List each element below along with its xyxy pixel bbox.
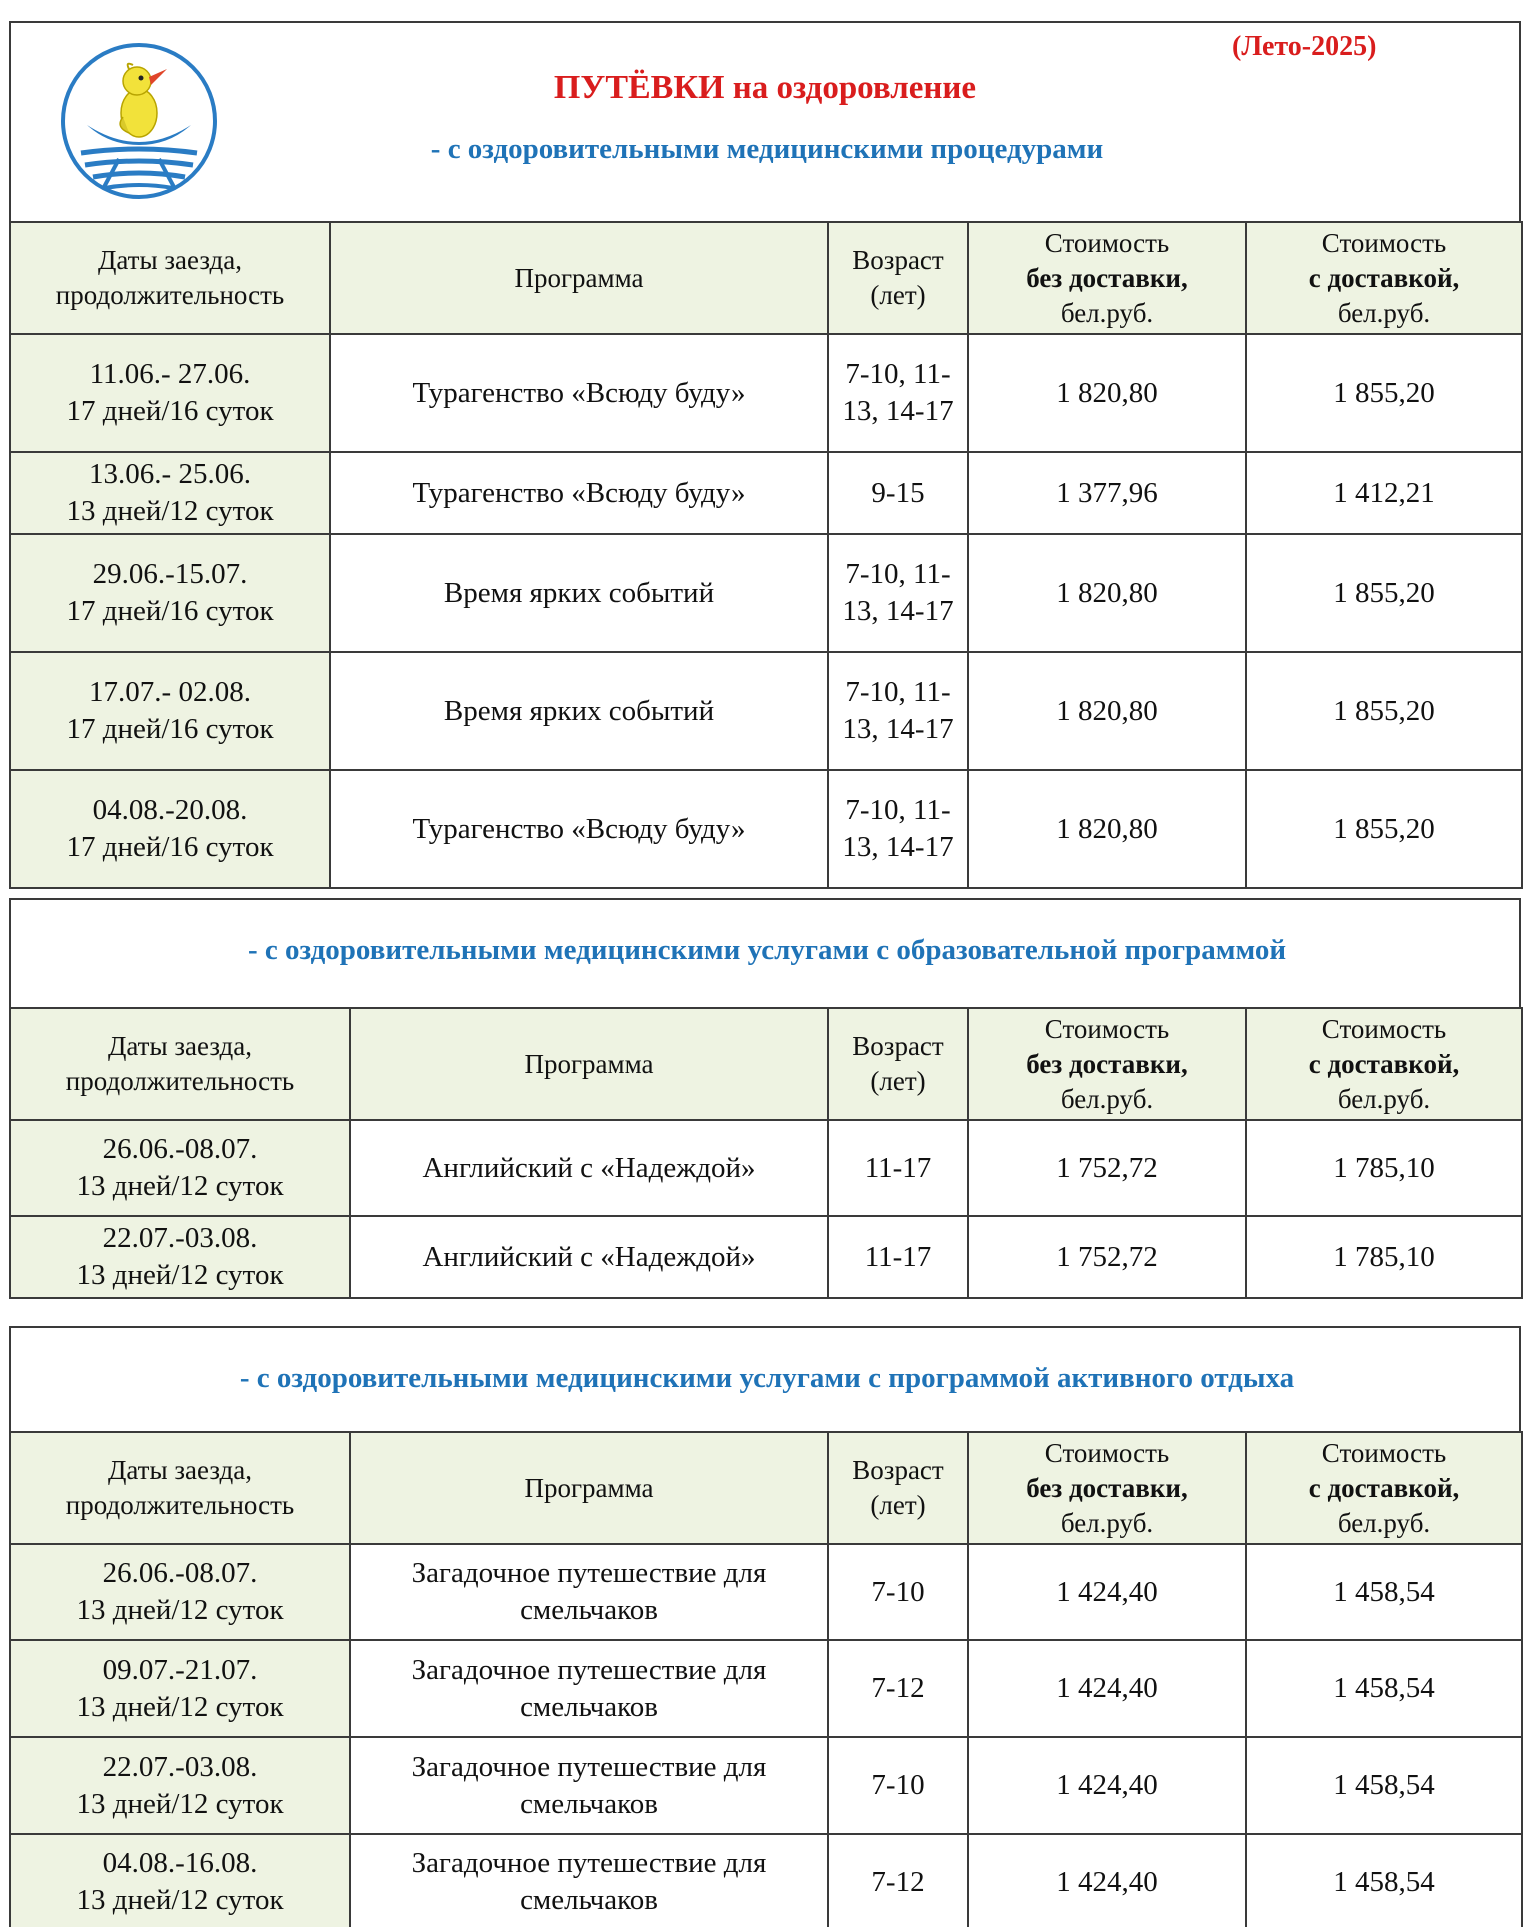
age-cell: 7-10, 11-13, 14-17 xyxy=(827,533,969,653)
col-age-header: Возраст (лет) xyxy=(827,1007,969,1121)
price-no-delivery-cell: 1 752,72 xyxy=(967,1215,1247,1299)
col-price-delivery-header: Стоимость с доставкой, бел.руб. xyxy=(1245,1007,1523,1121)
price-no-delivery-cell: 1 424,40 xyxy=(967,1833,1247,1927)
program-cell: Загадочное путешествие для смельчаков xyxy=(349,1736,829,1835)
table-education: Даты заезда, продолжительность Программа… xyxy=(9,1007,1523,1299)
price-delivery-cell: 1 855,20 xyxy=(1245,333,1523,453)
table-header-row: Даты заезда, продолжительность Программа… xyxy=(9,221,1523,335)
program-cell: Английский с «Надеждой» xyxy=(349,1215,829,1299)
col-price-no-delivery-header: Стоимость без доставки, бел.руб. xyxy=(967,221,1247,335)
dates-cell: 11.06.- 27.06. 17 дней/16 суток xyxy=(9,333,331,453)
bird-in-boat-logo-icon xyxy=(61,43,217,199)
price-delivery-cell: 1 785,10 xyxy=(1245,1215,1523,1299)
dates-cell: 13.06.- 25.06. 13 дней/12 суток xyxy=(9,451,331,535)
section-1-title: - с оздоровительными медицинскими процед… xyxy=(430,133,1104,165)
section-2-title: - с оздоровительными медицинскими услуга… xyxy=(247,934,1287,966)
table-header-row: Даты заезда, продолжительность Программа… xyxy=(9,1431,1523,1545)
col-price-no-delivery-header: Стоимость без доставки, бел.руб. xyxy=(967,1431,1247,1545)
col-dates-header: Даты заезда, продолжительность xyxy=(9,1007,351,1121)
section-3-title: - с оздоровительными медицинскими услуга… xyxy=(239,1362,1295,1394)
price-delivery-cell: 1 412,21 xyxy=(1245,451,1523,535)
price-no-delivery-cell: 1 820,80 xyxy=(967,333,1247,453)
dates-cell: 09.07.-21.07. 13 дней/12 суток xyxy=(9,1639,351,1738)
table-row: 29.06.-15.07. 17 дней/16 суток Время ярки… xyxy=(9,533,1523,653)
table-header-row: Даты заезда, продолжительность Программа… xyxy=(9,1007,1523,1121)
table-row: 17.07.- 02.08. 17 дней/16 суток Время ярк… xyxy=(9,651,1523,771)
price-delivery-cell: 1 855,20 xyxy=(1245,533,1523,653)
age-cell: 7-12 xyxy=(827,1639,969,1738)
table-row: 13.06.- 25.06. 13 дней/12 суток Турагенст… xyxy=(9,451,1523,535)
table-row: 04.08.-20.08. 17 дней/16 суток Турагенств… xyxy=(9,769,1523,889)
price-delivery-cell: 1 785,10 xyxy=(1245,1119,1523,1217)
table-row: 26.06.-08.07. 13 дней/12 суток Английский… xyxy=(9,1119,1523,1217)
age-cell: 11-17 xyxy=(827,1215,969,1299)
col-price-delivery-header: Стоимость с доставкой, бел.руб. xyxy=(1245,221,1523,335)
program-cell: Загадочное путешествие для смельчаков xyxy=(349,1639,829,1738)
price-delivery-cell: 1 458,54 xyxy=(1245,1833,1523,1927)
price-no-delivery-cell: 1 820,80 xyxy=(967,651,1247,771)
program-cell: Английский с «Надеждой» xyxy=(349,1119,829,1217)
dates-cell: 17.07.- 02.08. 17 дней/16 суток xyxy=(9,651,331,771)
dates-cell: 22.07.-03.08. 13 дней/12 суток xyxy=(9,1215,351,1299)
table-row: 11.06.- 27.06. 17 дней/16 суток Турагенст… xyxy=(9,333,1523,453)
table-row: 22.07.-03.08. 13 дней/12 суток Загадочное… xyxy=(9,1736,1523,1835)
price-no-delivery-cell: 1 424,40 xyxy=(967,1543,1247,1641)
price-no-delivery-cell: 1 424,40 xyxy=(967,1736,1247,1835)
section-2-header: - с оздоровительными медицинскими услуга… xyxy=(9,898,1521,1008)
col-price-no-delivery-header: Стоимость без доставки, бел.руб. xyxy=(967,1007,1247,1121)
page-title-rest: на оздоровление xyxy=(724,70,977,106)
page-title: ПУТЁВКИ на оздоровление xyxy=(11,69,1519,107)
season-label: (Лето-2025) xyxy=(1232,31,1377,62)
table-row: 26.06.-08.07. 13 дней/12 суток Загадочное… xyxy=(9,1543,1523,1641)
age-cell: 7-10 xyxy=(827,1543,969,1641)
dates-cell: 04.08.-20.08. 17 дней/16 суток xyxy=(9,769,331,889)
price-no-delivery-cell: 1 377,96 xyxy=(967,451,1247,535)
age-cell: 7-12 xyxy=(827,1833,969,1927)
program-cell: Загадочное путешествие для смельчаков xyxy=(349,1833,829,1927)
col-price-delivery-header: Стоимость с доставкой, бел.руб. xyxy=(1245,1431,1523,1545)
dates-cell: 29.06.-15.07. 17 дней/16 суток xyxy=(9,533,331,653)
dates-cell: 26.06.-08.07. 13 дней/12 суток xyxy=(9,1119,351,1217)
age-cell: 7-10, 11-13, 14-17 xyxy=(827,333,969,453)
price-no-delivery-cell: 1 820,80 xyxy=(967,533,1247,653)
program-cell: Время ярких событий xyxy=(329,533,829,653)
program-cell: Загадочное путешествие для смельчаков xyxy=(349,1543,829,1641)
col-dates-header: Даты заезда, продолжительность xyxy=(9,221,331,335)
price-no-delivery-cell: 1 820,80 xyxy=(967,769,1247,889)
dates-cell: 22.07.-03.08. 13 дней/12 суток xyxy=(9,1736,351,1835)
col-age-header: Возраст (лет) xyxy=(827,1431,969,1545)
age-cell: 7-10 xyxy=(827,1736,969,1835)
age-cell: 7-10, 11-13, 14-17 xyxy=(827,769,969,889)
page-header: (Лето-2025) ПУТЁВКИ на оздоровление - с … xyxy=(9,21,1521,222)
table-procedures: Даты заезда, продолжительность Программа… xyxy=(9,221,1523,889)
dates-cell: 04.08.-16.08. 13 дней/12 суток xyxy=(9,1833,351,1927)
table-row: 04.08.-16.08. 13 дней/12 суток Загадочное… xyxy=(9,1833,1523,1927)
dates-cell: 26.06.-08.07. 13 дней/12 суток xyxy=(9,1543,351,1641)
price-no-delivery-cell: 1 424,40 xyxy=(967,1639,1247,1738)
table-active-rest: Даты заезда, продолжительность Программа… xyxy=(9,1431,1523,1927)
page-title-bold: ПУТЁВКИ xyxy=(553,69,725,106)
section-3-header: - с оздоровительными медицинскими услуга… xyxy=(9,1326,1521,1432)
price-delivery-cell: 1 458,54 xyxy=(1245,1736,1523,1835)
col-program-header: Программа xyxy=(349,1431,829,1545)
col-age-header: Возраст (лет) xyxy=(827,221,969,335)
col-program-header: Программа xyxy=(329,221,829,335)
table-row: 09.07.-21.07. 13 дней/12 суток Загадочное… xyxy=(9,1639,1523,1738)
program-cell: Турагенство «Всюду буду» xyxy=(329,769,829,889)
price-delivery-cell: 1 458,54 xyxy=(1245,1639,1523,1738)
price-delivery-cell: 1 855,20 xyxy=(1245,651,1523,771)
age-cell: 11-17 xyxy=(827,1119,969,1217)
table-row: 22.07.-03.08. 13 дней/12 суток Английский… xyxy=(9,1215,1523,1299)
col-program-header: Программа xyxy=(349,1007,829,1121)
program-cell: Турагенство «Всюду буду» xyxy=(329,451,829,535)
age-cell: 7-10, 11-13, 14-17 xyxy=(827,651,969,771)
program-cell: Турагенство «Всюду буду» xyxy=(329,333,829,453)
price-no-delivery-cell: 1 752,72 xyxy=(967,1119,1247,1217)
col-dates-header: Даты заезда, продолжительность xyxy=(9,1431,351,1545)
price-delivery-cell: 1 855,20 xyxy=(1245,769,1523,889)
program-cell: Время ярких событий xyxy=(329,651,829,771)
price-delivery-cell: 1 458,54 xyxy=(1245,1543,1523,1641)
age-cell: 9-15 xyxy=(827,451,969,535)
